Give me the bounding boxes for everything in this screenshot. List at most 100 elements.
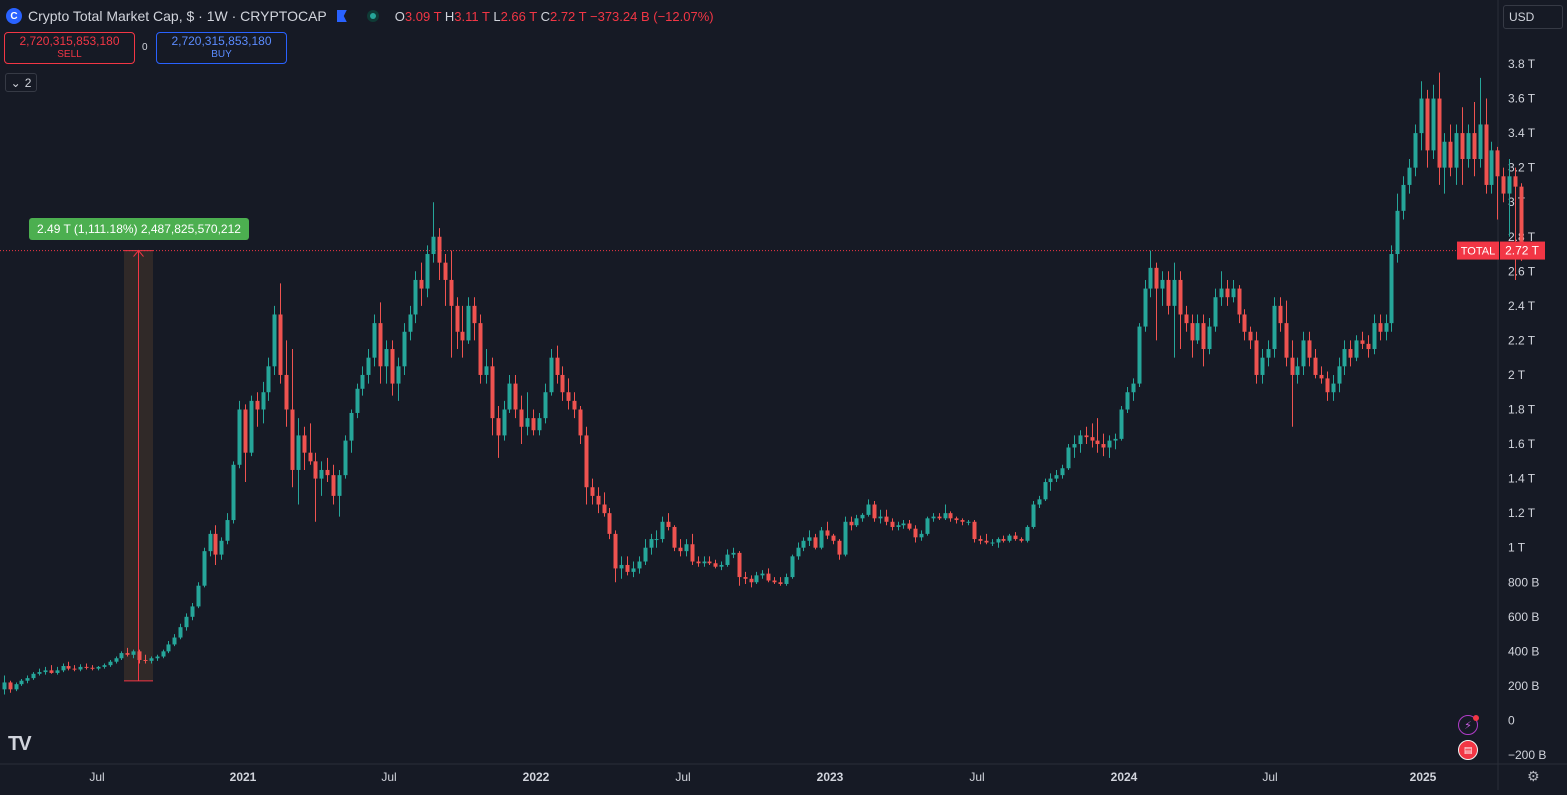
candle-body	[408, 314, 413, 332]
flag-icon[interactable]	[336, 10, 347, 22]
candle-body	[531, 418, 536, 431]
candle-body	[184, 616, 189, 628]
y-tick-label: 3.8 T	[1508, 57, 1536, 71]
candle-body	[796, 547, 801, 557]
candle-body	[1337, 366, 1342, 384]
candle-body	[1454, 133, 1459, 168]
candle-body	[813, 537, 818, 548]
candle-body	[1466, 133, 1471, 160]
crypto-logo-icon: C	[6, 8, 22, 24]
y-tick-label: 200 B	[1508, 679, 1539, 693]
candle-body	[1025, 526, 1030, 541]
candle-body	[643, 547, 648, 562]
symbol-title[interactable]: Crypto Total Market Cap, $ · 1W · CRYPTO…	[28, 8, 327, 24]
bolt-icon[interactable]: ⚡	[1458, 715, 1479, 735]
candle-body	[549, 357, 554, 393]
indicators-toggle-button[interactable]: ⌄ 2	[5, 73, 37, 92]
candle-body	[1319, 374, 1324, 379]
candle-body	[778, 582, 783, 584]
candle-body	[660, 521, 665, 540]
candle-body	[1425, 98, 1430, 151]
candle-body	[772, 580, 777, 583]
candle-body	[1007, 535, 1012, 541]
candle-body	[978, 539, 983, 541]
candle-body	[243, 409, 248, 453]
candle-body	[1348, 349, 1353, 358]
candle-body	[96, 666, 101, 669]
candle-body	[78, 666, 83, 670]
candle-body	[1101, 444, 1106, 448]
buy-button[interactable]: 2,720,315,853,180 BUY	[156, 32, 287, 64]
candle-body	[1242, 314, 1247, 332]
x-tick-label: Jul	[969, 770, 984, 784]
y-tick-label: −200 B	[1508, 748, 1546, 762]
y-tick-label: 600 B	[1508, 610, 1539, 624]
candle-body	[1166, 279, 1171, 306]
sell-button[interactable]: 2,720,315,853,180 SELL	[4, 32, 135, 64]
candle-body	[731, 552, 736, 555]
buy-price: 2,720,315,853,180	[171, 34, 272, 48]
us-flag-icon[interactable]: ▤	[1458, 740, 1478, 760]
candle-body	[1219, 288, 1224, 298]
high-value: 3.11 T	[454, 8, 490, 24]
candle-body	[1060, 468, 1065, 476]
candle-body	[1207, 326, 1212, 350]
candle-body	[825, 530, 830, 536]
candle-body	[860, 514, 865, 519]
candle-body	[1213, 297, 1218, 327]
candle-body	[466, 305, 471, 341]
candle-body	[837, 540, 842, 555]
candle-body	[1254, 340, 1259, 375]
candle-body	[161, 651, 166, 657]
tradingview-logo[interactable]: TV	[8, 733, 32, 756]
x-tick-label: 2021	[230, 770, 257, 784]
candle-body	[1378, 323, 1383, 332]
candle-body	[119, 653, 124, 659]
candle-body	[125, 653, 130, 655]
candle-body	[1072, 444, 1077, 448]
candle-body	[760, 573, 765, 576]
candle-body	[1160, 279, 1165, 289]
candle-body	[455, 305, 460, 332]
y-tick-label: 3.4 T	[1508, 126, 1536, 140]
candle-body	[937, 516, 942, 519]
candle-body	[1054, 475, 1059, 479]
candle-body	[360, 374, 365, 389]
x-tick-label: 2024	[1111, 770, 1138, 784]
close-value: 2.72 T	[549, 8, 587, 24]
candle-body	[1354, 340, 1359, 358]
candle-body	[1195, 323, 1200, 341]
measure-label: 2.49 T (1,111.18%) 2,487,825,570,212	[37, 222, 241, 236]
candle-body	[672, 526, 677, 548]
gear-icon[interactable]: ⚙	[1527, 768, 1540, 784]
candle-body	[266, 366, 271, 393]
candle-body	[666, 521, 671, 527]
candle-body	[237, 409, 242, 465]
candle-body	[31, 673, 36, 679]
candle-body	[378, 323, 383, 367]
x-tick-label: Jul	[675, 770, 690, 784]
market-status-icon[interactable]	[366, 10, 379, 22]
candle-body	[413, 279, 418, 315]
y-tick-label: 0	[1508, 713, 1515, 727]
candle-body	[372, 323, 377, 358]
candle-body	[278, 314, 283, 375]
candle-body	[907, 523, 912, 529]
currency-select[interactable]: USD	[1503, 5, 1563, 29]
candle-body	[337, 475, 342, 496]
chart-header: C Crypto Total Market Cap, $ · 1W · CRYP…	[6, 6, 714, 26]
candle-body	[37, 672, 42, 674]
low-value: 2.66 T	[500, 8, 537, 24]
candle-body	[1460, 133, 1465, 160]
candle-body	[602, 504, 607, 514]
change-value: −373.24 B (−12.07%)	[590, 8, 714, 24]
last-price-tag	[1500, 241, 1545, 260]
candle-body	[425, 254, 430, 289]
candle-body	[290, 409, 295, 470]
candle-body	[766, 573, 771, 581]
candle-body	[1248, 331, 1253, 341]
candle-body	[1190, 323, 1195, 341]
candle-body	[437, 236, 442, 263]
candle-body	[584, 435, 589, 488]
